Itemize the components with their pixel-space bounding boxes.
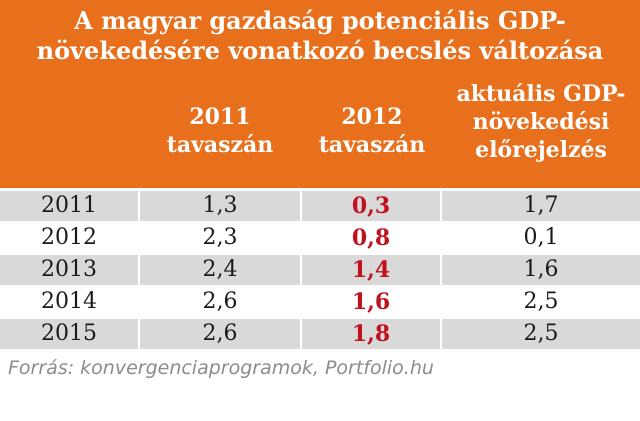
table-title: A magyar gazdaság potenciális GDP- növek… — [0, 6, 640, 66]
spring-2011-cell: 2,6 — [202, 289, 238, 314]
year-cell: 2014 — [41, 289, 97, 314]
table-row: 2015 2,6 1,8 2,5 — [0, 318, 640, 349]
spring-2012-cell: 1,8 — [302, 319, 440, 349]
column-header-current-forecast: aktuális GDP- növekedési előrejelzés — [442, 80, 640, 164]
current-forecast-cell: 0,1 — [523, 225, 559, 250]
column-header-2012-spring: 2012 tavaszán — [302, 103, 442, 159]
column-header-2011-line-1: 2011 — [189, 104, 251, 130]
table-row: 2011 1,3 0,3 1,7 — [0, 190, 640, 221]
spring-2012-cell: 1,4 — [302, 255, 440, 285]
current-forecast-cell: 2,5 — [523, 289, 559, 314]
spring-2012-cell: 1,6 — [351, 289, 391, 315]
title-line-2: növekedésére vonatkozó becslés változása — [36, 36, 604, 65]
current-forecast-cell: 2,5 — [442, 319, 640, 349]
column-header-2012-line-1: 2012 — [341, 104, 403, 130]
column-header-current-line-1: aktuális GDP- — [456, 81, 626, 107]
column-header-2012-line-2: tavaszán — [318, 132, 426, 158]
year-cell: 2013 — [0, 255, 138, 285]
current-forecast-cell: 1,6 — [442, 255, 640, 285]
spring-2012-cell: 0,3 — [302, 191, 440, 221]
spring-2011-cell: 1,3 — [140, 191, 300, 221]
current-forecast-cell: 1,7 — [442, 191, 640, 221]
table-header: A magyar gazdaság potenciális GDP- növek… — [0, 0, 640, 188]
title-line-1: A magyar gazdaság potenciális GDP- — [74, 6, 566, 35]
spring-2011-cell: 2,6 — [140, 319, 300, 349]
table-row: 2013 2,4 1,4 1,6 — [0, 254, 640, 285]
year-cell: 2012 — [41, 225, 97, 250]
source-note: Forrás: konvergenciaprogramok, Portfolio… — [8, 357, 434, 379]
column-header-current-line-3: előrejelzés — [475, 137, 607, 163]
table-row: 2012 2,3 0,8 0,1 — [0, 222, 640, 253]
column-header-2011-spring: 2011 tavaszán — [140, 103, 300, 159]
spring-2012-cell: 0,8 — [351, 225, 391, 251]
column-header-2011-line-2: tavaszán — [166, 132, 274, 158]
table-row: 2014 2,6 1,6 2,5 — [0, 286, 640, 317]
year-cell: 2015 — [0, 319, 138, 349]
spring-2011-cell: 2,3 — [202, 225, 238, 250]
column-header-current-line-2: növekedési — [472, 109, 610, 135]
year-cell: 2011 — [0, 191, 138, 221]
spring-2011-cell: 2,4 — [140, 255, 300, 285]
